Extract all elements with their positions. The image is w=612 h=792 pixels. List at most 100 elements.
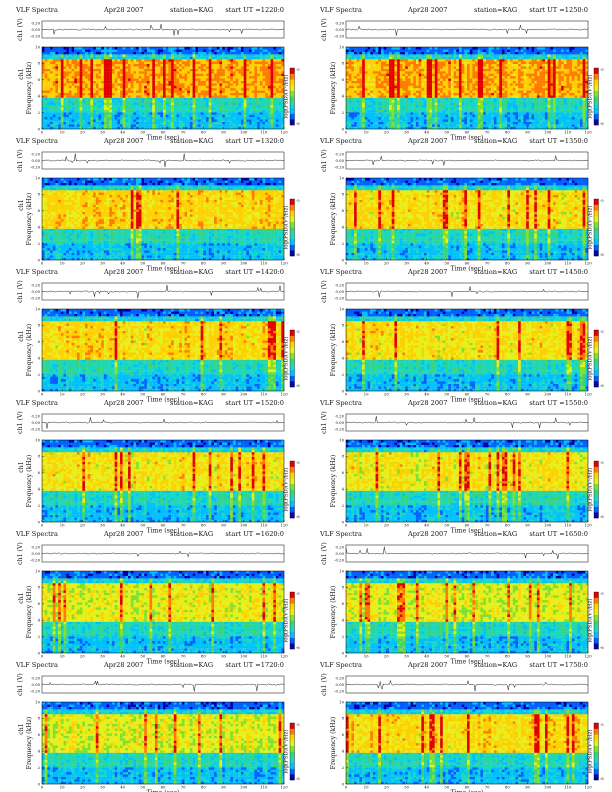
heatmap-cell [230, 100, 234, 103]
heatmap-cell [203, 54, 207, 57]
heatmap-cell [437, 119, 441, 122]
heatmap-cell [563, 100, 567, 103]
heatmap-cell [176, 80, 180, 84]
heatmap-cell [165, 97, 169, 101]
heatmap-cell [173, 63, 177, 67]
heatmap-cell [364, 114, 368, 118]
heatmap-cell [539, 126, 543, 130]
heatmap-cell [518, 112, 521, 115]
heatmap-cell [523, 126, 527, 130]
heatmap-cell [386, 119, 390, 122]
heatmap-cell [262, 124, 266, 127]
heatmap-cell [456, 124, 460, 127]
heatmap-cell [79, 66, 83, 69]
heatmap-cell [429, 116, 433, 120]
heatmap-cell [200, 80, 204, 84]
heatmap-cell [214, 54, 217, 57]
heatmap-cell [475, 90, 478, 93]
heatmap-cell [85, 107, 88, 110]
heatmap-cell [281, 78, 285, 81]
heatmap-cell [206, 88, 209, 91]
heatmap-cell [203, 73, 207, 77]
heatmap-cell [154, 104, 158, 108]
heatmap-cell [187, 92, 191, 96]
heatmap-cell [265, 126, 269, 130]
heatmap-cell [275, 95, 279, 98]
heatmap-cell [200, 49, 204, 52]
heatmap-cell [467, 107, 470, 110]
heatmap-cell [491, 116, 495, 120]
heatmap-cell [130, 121, 134, 125]
heatmap-cell [249, 112, 252, 115]
heatmap-cell [262, 104, 266, 108]
heatmap-cell [66, 49, 70, 52]
heatmap-cell [254, 61, 258, 65]
heatmap-cell [467, 109, 470, 113]
heatmap-cell [437, 104, 441, 108]
heatmap-cell [391, 119, 395, 122]
heatmap-cell [200, 126, 204, 130]
heatmap-cell [391, 116, 395, 120]
heatmap-cell [265, 80, 269, 84]
heatmap-cell [413, 90, 417, 93]
heatmap-cell [413, 112, 417, 115]
heatmap-cell [254, 114, 258, 118]
heatmap-cell [410, 116, 414, 120]
heatmap-cell [181, 54, 185, 57]
heatmap-cell [224, 90, 228, 93]
heatmap-cell [270, 71, 274, 74]
heatmap-cell [493, 126, 497, 130]
heatmap-cell [278, 121, 282, 125]
heatmap-cell [448, 100, 452, 103]
heatmap-cell [214, 90, 217, 93]
heatmap-cell [144, 66, 148, 69]
heatmap-cell [47, 66, 51, 69]
heatmap-cell [208, 95, 212, 98]
heatmap-cell [55, 54, 59, 57]
heatmap-cell [485, 124, 489, 127]
heatmap-cell [585, 114, 589, 118]
heatmap-cell [138, 104, 142, 108]
x-axis-label: Time (sec) [147, 135, 180, 142]
heatmap-cell [222, 116, 225, 120]
heatmap-cell [216, 97, 220, 101]
heatmap-cell [138, 80, 142, 84]
heatmap-cell [42, 47, 45, 50]
heatmap-cell [179, 68, 182, 72]
heatmap-cell [383, 104, 387, 108]
heatmap-cell [456, 88, 460, 91]
heatmap-cell [458, 95, 462, 98]
heatmap-cell [561, 97, 564, 101]
heatmap-cell [165, 112, 169, 115]
heatmap-cell [168, 61, 172, 65]
heatmap-cell [254, 68, 258, 72]
heatmap-cell [163, 66, 166, 69]
heatmap-cell [98, 73, 102, 77]
heatmap-cell [356, 78, 360, 81]
heatmap-cell [101, 47, 104, 50]
heatmap-cell [52, 71, 56, 74]
heatmap-cell [74, 114, 78, 118]
colorbar-swatch [290, 117, 295, 120]
heatmap-cell [195, 47, 199, 50]
heatmap-cell [555, 114, 559, 118]
heatmap-cell [501, 88, 505, 91]
heatmap-cell [76, 114, 80, 118]
heatmap-cell [278, 107, 282, 110]
heatmap-cell [496, 90, 500, 93]
heatmap-cell [50, 92, 53, 96]
heatmap-cell [550, 80, 554, 84]
waveform-trace [345, 24, 589, 36]
heatmap-cell [421, 121, 425, 125]
heatmap-cell [117, 63, 121, 67]
heatmap-cell [168, 49, 172, 52]
heatmap-cell [539, 109, 543, 113]
heatmap-cell [160, 85, 164, 89]
heatmap-cell [109, 121, 113, 125]
heatmap-cell [520, 95, 524, 98]
heatmap-cell [265, 66, 269, 69]
heatmap-cell [103, 107, 107, 110]
heatmap-cell [144, 61, 148, 65]
heatmap-cell [477, 114, 481, 118]
heatmap-cell [262, 75, 266, 79]
